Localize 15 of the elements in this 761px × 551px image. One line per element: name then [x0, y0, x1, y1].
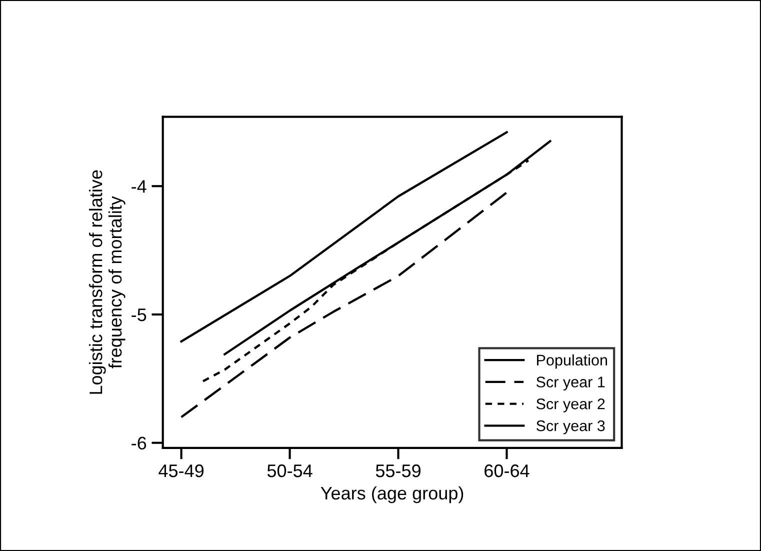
x-tick-label: 45-49	[158, 464, 204, 478]
x-axis-title: Years (age group)	[320, 486, 464, 504]
legend-label: Scr year 1	[536, 376, 605, 390]
y-tick-label: -6	[132, 436, 146, 450]
legend-label: Scr year 3	[536, 420, 605, 434]
line-series	[180, 191, 508, 418]
x-tick-label: 50-54	[267, 464, 312, 478]
y-tick-label: -5	[132, 308, 146, 322]
y-axis-title: Logistic transform of relative frequency of mortality	[88, 170, 126, 394]
x-tick-label: 60-64	[484, 464, 530, 478]
line-series	[180, 131, 508, 343]
legend-label: Scr year 2	[536, 398, 605, 412]
legend-label: Population	[537, 354, 607, 369]
y-tick-label: -4	[132, 180, 146, 193]
x-tick-label: 55-59	[376, 464, 420, 478]
